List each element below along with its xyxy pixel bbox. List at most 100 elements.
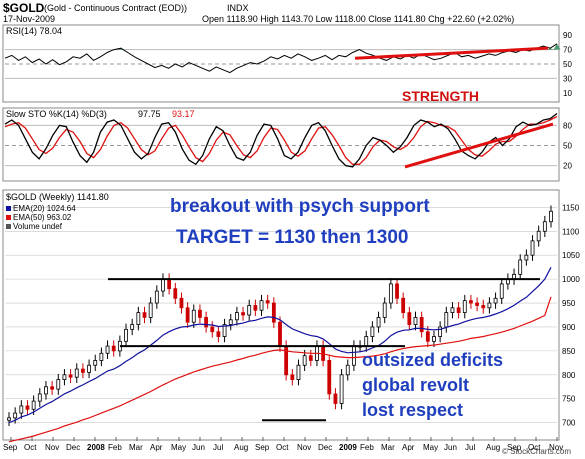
price-tick-label: 900 — [562, 323, 576, 332]
price-candle — [450, 307, 455, 314]
price-candle — [333, 393, 338, 404]
x-tick-label: 2008 — [87, 443, 105, 452]
price-candle — [370, 326, 375, 337]
price-tick-label: 950 — [562, 299, 576, 308]
price-candle — [148, 302, 153, 318]
x-tick-label: May — [171, 443, 186, 452]
rsi-overbought-fill — [117, 43, 561, 50]
stoch-title: Slow STO %K(14) %D(3) — [6, 109, 107, 119]
rsi-title: RSI(14) 78.04 — [6, 26, 62, 36]
price-candle — [271, 302, 276, 323]
price-panel — [2, 189, 560, 441]
stoch-d-value: 93.17 — [172, 109, 195, 119]
price-candle — [530, 240, 535, 256]
rsi-layer: 10 30 50 70 90 — [4, 31, 572, 98]
price-candle — [81, 368, 85, 373]
price-candle — [376, 316, 381, 328]
price-candle — [142, 312, 147, 318]
price-candle — [419, 316, 424, 333]
price-candle — [524, 254, 529, 261]
annotation-target: TARGET = 1130 then 1300 — [176, 227, 409, 248]
stoch-d-line — [4, 116, 558, 165]
price-candle — [499, 283, 504, 299]
price-candle — [68, 374, 73, 378]
chart-exchange: INDX — [227, 3, 249, 13]
y-tick-label: 50 — [563, 60, 572, 69]
ema20-line — [8, 267, 552, 424]
price-candle — [185, 307, 190, 323]
price-candle — [204, 316, 208, 328]
price-tick-label: 1000 — [562, 275, 580, 284]
x-tick-label: Nov — [297, 443, 311, 452]
rsi-line — [4, 43, 558, 74]
price-candle — [462, 300, 467, 314]
price-candle — [265, 300, 270, 304]
x-tick-label: Mar — [129, 443, 143, 452]
price-candle — [308, 355, 313, 361]
price-candle — [62, 374, 67, 380]
annotation-breakout: breakout with psych support — [170, 196, 430, 217]
price-candle — [56, 379, 61, 390]
price-candle — [74, 368, 79, 378]
price-legend: EMA(20) 1024.64 EMA(50) 963.02 Volume un… — [6, 204, 76, 231]
price-tick-label: 1050 — [562, 251, 580, 260]
price-candle — [210, 326, 215, 333]
x-tick-label: 2009 — [339, 443, 357, 452]
price-candle — [124, 328, 128, 342]
annotation-revolt: global revolt — [362, 375, 469, 395]
x-tick-label: Apr — [402, 443, 415, 452]
price-candle — [234, 312, 239, 321]
price-candle — [259, 300, 264, 311]
price-candle — [388, 283, 393, 304]
price-candle — [19, 405, 24, 414]
price-candle — [161, 278, 165, 292]
chart-name: (Gold - Continuous Contract (EOD)) — [44, 3, 187, 13]
price-candle — [456, 307, 461, 314]
price-candle — [241, 312, 245, 316]
y-tick-label: 30 — [563, 74, 572, 83]
price-candle — [382, 302, 387, 318]
x-tick-label: Oct — [276, 443, 289, 452]
price-candle — [413, 316, 418, 325]
annotation-deficits: outsized deficits — [362, 350, 503, 370]
x-tick-label: Oct — [24, 443, 37, 452]
price-tick-label: 800 — [562, 371, 576, 380]
price-candle — [518, 259, 523, 275]
x-tick-label: Sep — [3, 443, 18, 452]
price-candle — [216, 331, 221, 337]
price-candle — [111, 345, 116, 352]
price-candle — [105, 345, 110, 354]
ohlc-readout: Open 1118.90 High 1143.70 Low 1118.00 Cl… — [202, 14, 514, 24]
chart-date: 17-Nov-2009 — [3, 14, 55, 24]
price-candle — [154, 290, 159, 304]
y-tick-label: 90 — [563, 31, 572, 40]
price-candle — [444, 312, 449, 328]
price-candle — [247, 305, 252, 316]
price-tick-label: 1100 — [562, 227, 580, 236]
price-candle — [425, 331, 430, 342]
price-candle — [487, 302, 492, 309]
x-tick-label: Oct — [528, 443, 541, 452]
price-candle — [364, 336, 369, 347]
stoch-k-line — [4, 112, 558, 168]
x-tick-label: Aug — [486, 443, 500, 452]
x-tick-label: Nov — [549, 443, 563, 452]
price-candle — [253, 305, 258, 311]
x-tick-label: Aug — [234, 443, 248, 452]
price-candle — [50, 386, 55, 390]
stoch-layer: 20 50 80 — [4, 112, 572, 171]
price-candle — [87, 364, 91, 373]
y-tick-label: 80 — [563, 121, 572, 130]
price-candle — [536, 230, 541, 242]
price-candle — [401, 297, 406, 314]
stoch-trend-line — [404, 122, 554, 169]
price-candle — [438, 326, 443, 337]
price-candle — [345, 364, 350, 376]
legend-swatch-volume — [6, 224, 11, 229]
price-candle — [302, 355, 307, 366]
x-tick-label: Sep — [255, 443, 270, 452]
price-candle — [7, 417, 11, 421]
price-candle — [31, 400, 36, 410]
price-candle — [549, 210, 553, 223]
x-tick-label: May — [423, 443, 438, 452]
